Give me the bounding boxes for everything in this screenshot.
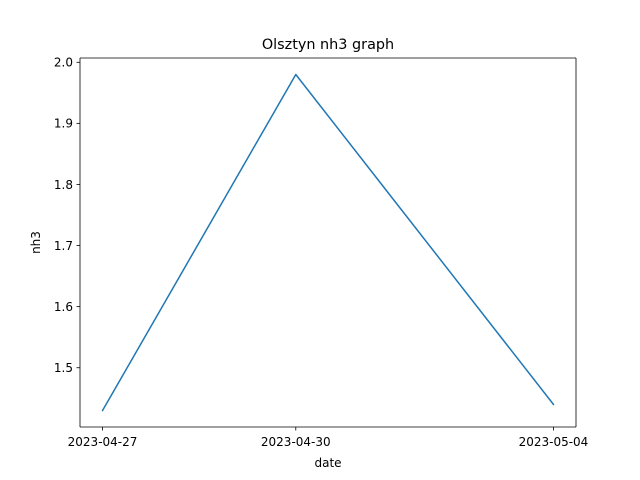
series-line	[101, 73, 555, 412]
chart-title: Olsztyn nh3 graph	[262, 37, 394, 53]
y-axis-label: nh3	[29, 231, 43, 254]
axes-frame	[79, 57, 577, 428]
series-layer	[101, 73, 555, 412]
x-tick-label: 2023-04-30	[261, 435, 331, 449]
y-tick-label: 1.9	[54, 117, 73, 131]
x-tick-label: 2023-05-04	[519, 435, 589, 449]
x-axis-label: date	[314, 456, 341, 470]
x-axis-ticks: 2023-04-27 2023-04-30 2023-05-04	[68, 427, 589, 449]
y-tick-label: 2.0	[54, 56, 73, 70]
axes-background	[80, 58, 576, 427]
y-tick-label: 1.7	[54, 239, 73, 253]
y-tick-label: 1.5	[54, 361, 73, 375]
y-tick-label: 1.6	[54, 300, 73, 314]
y-tick-label: 1.8	[54, 178, 73, 192]
x-tick-label: 2023-04-27	[68, 435, 138, 449]
y-axis-ticks: 1.5 1.6 1.7 1.8 1.9 2.0	[54, 56, 80, 375]
plot-area	[80, 58, 576, 427]
